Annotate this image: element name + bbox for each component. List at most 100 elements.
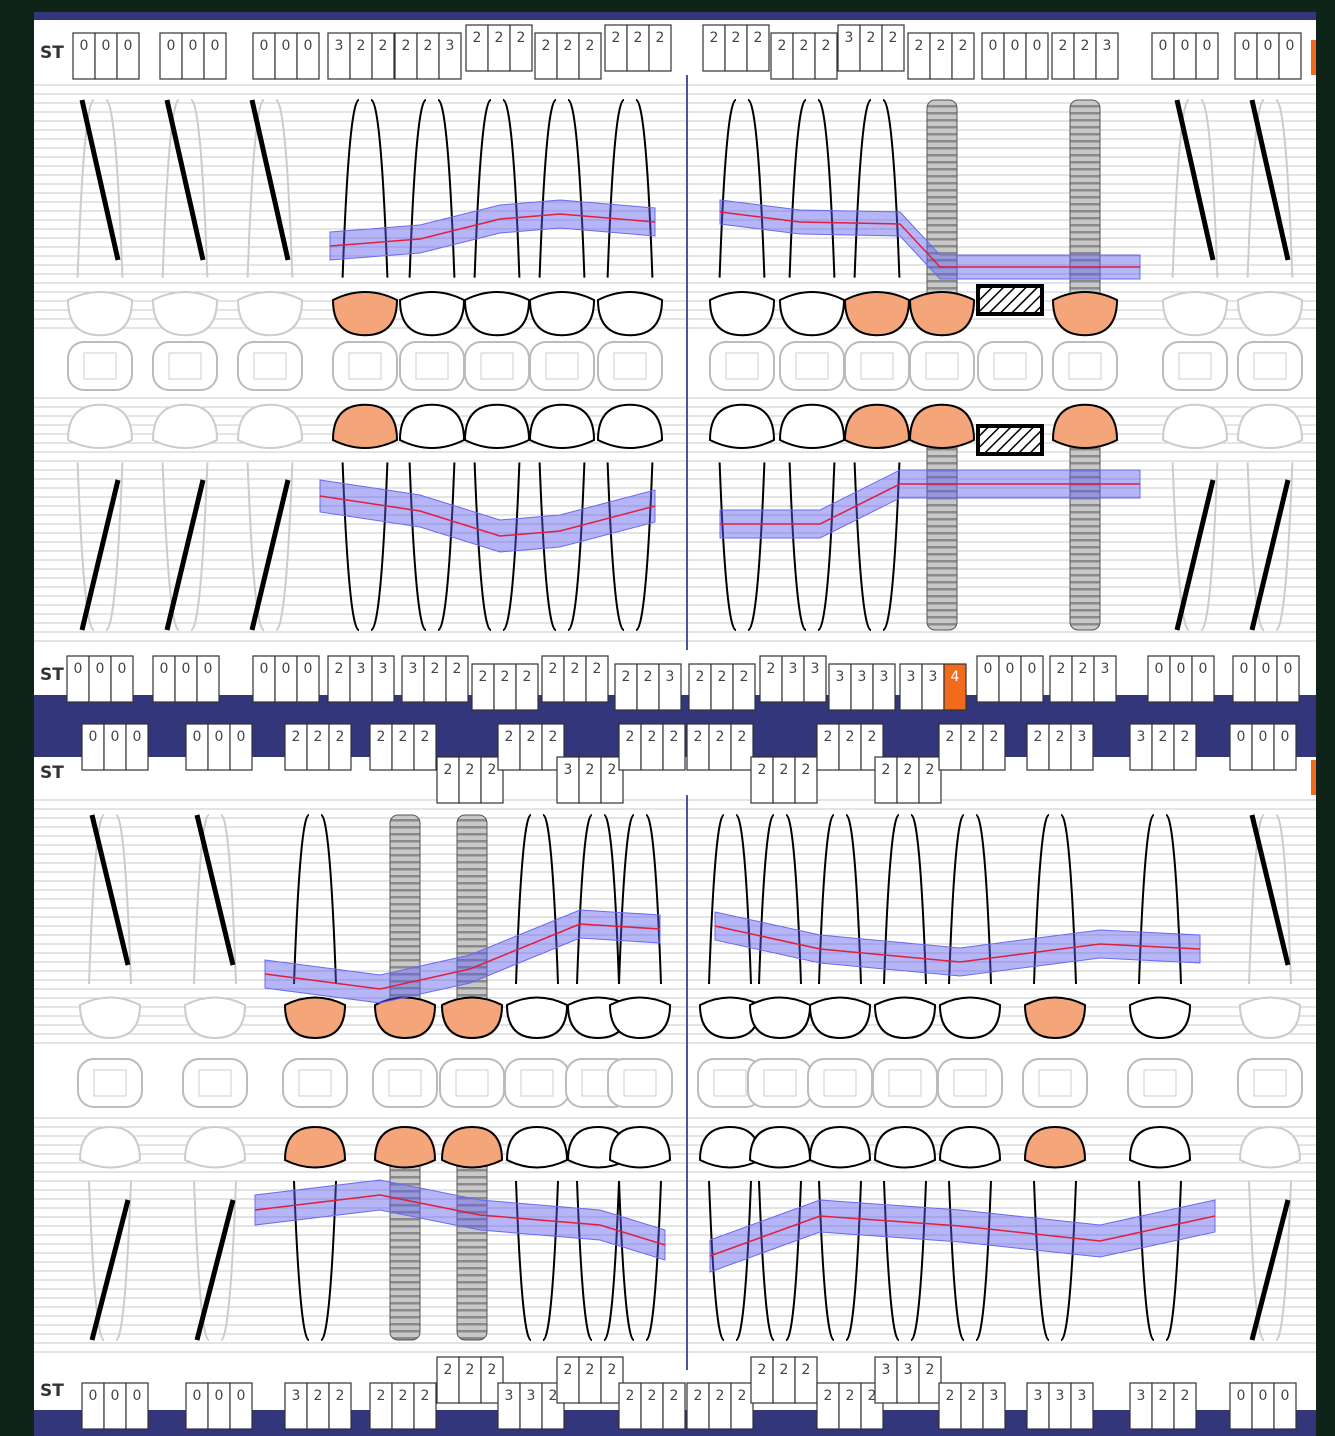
probe-depth: 2 (586, 762, 595, 778)
probe-depth: 2 (335, 661, 344, 677)
probe-depth: 2 (542, 38, 551, 54)
crown (153, 292, 217, 335)
probe-depth: 0 (80, 38, 89, 54)
crown (185, 998, 245, 1039)
probe-depth: 2 (710, 30, 719, 46)
probe-depth: 2 (314, 1388, 323, 1404)
probe-depth: 2 (889, 30, 898, 46)
probe-depth: 2 (453, 661, 462, 677)
crown (810, 1127, 870, 1168)
probe-depth: 2 (564, 38, 573, 54)
occlusal (845, 342, 909, 390)
probe-depth: 2 (608, 762, 617, 778)
probe-depth: 0 (260, 38, 269, 54)
probe-depth: 2 (1159, 1388, 1168, 1404)
crown (400, 405, 464, 448)
occlusal (808, 1059, 872, 1107)
probe-depth: 2 (648, 729, 657, 745)
probe-depth: 2 (421, 729, 430, 745)
probe-depth: 0 (111, 729, 120, 745)
probe-depth: 3 (379, 661, 388, 677)
probe-depth: 2 (716, 1388, 725, 1404)
probe-depth: 2 (379, 38, 388, 54)
probe-depth: 3 (335, 38, 344, 54)
probe-depth: 2 (608, 1362, 617, 1378)
probe-depth: 0 (74, 661, 83, 677)
probe-depth: 2 (1159, 729, 1168, 745)
probe-depth: 2 (946, 729, 955, 745)
crown (1130, 998, 1190, 1039)
probe-depth: 2 (846, 729, 855, 745)
probe-depth: 3 (505, 1388, 514, 1404)
probe-depth: 2 (314, 729, 323, 745)
probe-depth: 0 (1262, 661, 1271, 677)
probe-depth: 0 (1203, 38, 1212, 54)
probe-depth: 0 (282, 661, 291, 677)
occlusal (608, 1059, 672, 1107)
occlusal (910, 342, 974, 390)
probe-depth: 2 (549, 1388, 558, 1404)
probe-depth: 0 (118, 661, 127, 677)
probe-depth: 2 (527, 729, 536, 745)
probe-depth: 2 (488, 762, 497, 778)
probe-depth: 0 (1011, 38, 1020, 54)
probe-depth: 0 (1284, 661, 1293, 677)
probe-depth: 0 (1259, 729, 1268, 745)
probe-depth: 0 (193, 729, 202, 745)
crown (333, 405, 397, 448)
probe-depth: 0 (282, 38, 291, 54)
probe-depth: 2 (718, 669, 727, 685)
probe-depth: 2 (495, 30, 504, 46)
probe-depth: 0 (1181, 38, 1190, 54)
probe-depth: 2 (517, 30, 526, 46)
probe-depth: 2 (904, 762, 913, 778)
st-label: ST (40, 665, 64, 685)
crown (875, 1127, 935, 1168)
probe-depth: 2 (612, 30, 621, 46)
crown (68, 292, 132, 335)
probe-depth: 2 (488, 1362, 497, 1378)
probe-depth: 3 (882, 1362, 891, 1378)
probe-depth: 0 (304, 38, 313, 54)
crown (153, 405, 217, 448)
crown (1163, 405, 1227, 448)
crown (507, 1127, 567, 1168)
probe-depth: 2 (466, 762, 475, 778)
probe-depth: 0 (1006, 661, 1015, 677)
probe-depth: 2 (549, 661, 558, 677)
crown (238, 292, 302, 335)
probe-depth: 2 (377, 729, 386, 745)
probe-depth: 0 (189, 38, 198, 54)
crown (400, 292, 464, 335)
probe-depth: 2 (431, 661, 440, 677)
probe-depth: 0 (984, 661, 993, 677)
probe-depth: 2 (648, 1388, 657, 1404)
probe-depth: 2 (867, 30, 876, 46)
crown (333, 292, 397, 335)
probe-depth: 0 (1259, 1388, 1268, 1404)
probe-depth: 2 (586, 38, 595, 54)
probe-depth: 2 (549, 729, 558, 745)
probe-depth: 3 (1137, 1388, 1146, 1404)
crown (598, 405, 662, 448)
probe-depth: 2 (292, 729, 301, 745)
pontic (978, 426, 1042, 454)
occlusal (465, 342, 529, 390)
st-label: ST (40, 1381, 64, 1401)
probe-depth: 0 (211, 38, 220, 54)
probe-depth: 2 (926, 762, 935, 778)
probe-depth: 2 (1079, 661, 1088, 677)
crown (910, 405, 974, 448)
probe-depth: 0 (1028, 661, 1037, 677)
probe-depth: 2 (802, 1362, 811, 1378)
crown (530, 292, 594, 335)
probe-depth: 3 (446, 38, 455, 54)
crown (80, 998, 140, 1039)
probe-depth: 2 (694, 729, 703, 745)
probe-depth: 0 (1242, 38, 1251, 54)
crown (1238, 405, 1302, 448)
probe-depth: 0 (1159, 38, 1168, 54)
probe-depth: 0 (96, 661, 105, 677)
occlusal (333, 342, 397, 390)
crown (910, 292, 974, 335)
